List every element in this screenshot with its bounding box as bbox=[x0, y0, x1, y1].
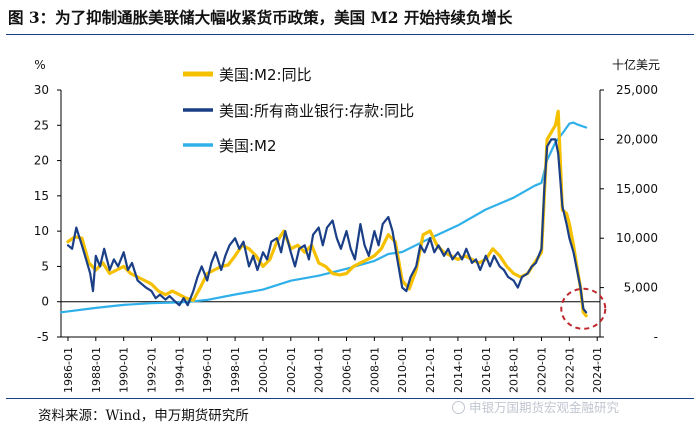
x-tick-label: 2018-01 bbox=[508, 347, 521, 393]
x-tick-label: 1988-01 bbox=[90, 347, 103, 393]
series-line bbox=[66, 138, 588, 314]
left-tick-label: 0 bbox=[41, 295, 49, 309]
right-tick-label: 20,000 bbox=[616, 132, 658, 146]
x-tick-label: 2016-01 bbox=[480, 347, 493, 393]
x-tick-label: 2020-01 bbox=[536, 347, 549, 393]
legend-label: 美国:M2 bbox=[219, 137, 277, 155]
figure-title: 图 3：为了抑制通胀美联储大幅收紧货币政策，美国 M2 开始持续负增长 bbox=[8, 8, 513, 27]
left-tick-label: 15 bbox=[34, 189, 49, 203]
watermark-text: 申银万国期货宏观金融研究 bbox=[469, 400, 620, 415]
x-tick-label: 2004-01 bbox=[313, 347, 326, 393]
x-tick-label: 2008-01 bbox=[368, 347, 381, 393]
x-tick-label: 2012-01 bbox=[424, 347, 437, 393]
legend-label: 美国:M2:同比 bbox=[219, 66, 312, 84]
right-tick-label: - bbox=[654, 330, 658, 344]
axes-layer: -5 0 5 10 15 20 25 30% - 5,000 10,000 15,000 20,000 2… bbox=[34, 57, 660, 393]
x-tick-label: 2006-01 bbox=[341, 347, 354, 393]
series-line bbox=[59, 121, 588, 314]
left-tick-label: -5 bbox=[37, 330, 49, 344]
x-tick-label: 1994-01 bbox=[173, 347, 186, 393]
left-tick-label: 25 bbox=[34, 118, 49, 132]
x-tick-label: 2014-01 bbox=[452, 347, 465, 393]
x-tick-label: 2024-01 bbox=[591, 347, 604, 393]
legend-label: 美国:所有商业银行:存款:同比 bbox=[219, 102, 414, 120]
left-tick-label: 20 bbox=[34, 154, 49, 168]
series-layer bbox=[59, 109, 588, 318]
highlight-layer bbox=[560, 287, 607, 330]
chart: -5 0 5 10 15 20 25 30% - 5,000 10,000 15,000 20,000 2… bbox=[34, 57, 660, 393]
x-tick-label: 2000-01 bbox=[257, 347, 270, 393]
left-axis-unit: % bbox=[34, 58, 45, 72]
x-tick-label: 1992-01 bbox=[146, 347, 159, 393]
left-tick-label: 10 bbox=[34, 224, 49, 238]
x-tick-label: 2022-01 bbox=[563, 347, 576, 393]
left-tick-label: 5 bbox=[41, 259, 49, 273]
x-tick-label: 1998-01 bbox=[229, 347, 242, 393]
x-tick-label: 1996-01 bbox=[201, 347, 214, 393]
x-tick-label: 1986-01 bbox=[62, 347, 75, 393]
footer-divider bbox=[6, 398, 694, 399]
x-tick-label: 1990-01 bbox=[118, 347, 131, 393]
wechat-icon bbox=[452, 401, 465, 414]
highlight-circle bbox=[560, 287, 607, 330]
right-axis-unit: 十亿美元 bbox=[612, 57, 660, 72]
x-tick-label: 2002-01 bbox=[285, 347, 298, 393]
watermark: 申银万国期货宏观金融研究 bbox=[452, 397, 619, 416]
title-divider bbox=[6, 34, 694, 35]
series-line bbox=[66, 109, 588, 318]
source-note: 资料来源：Wind，申万期货研究所 bbox=[38, 408, 249, 424]
right-tick-label: 10,000 bbox=[616, 231, 658, 245]
right-tick-label: 15,000 bbox=[616, 182, 658, 196]
right-tick-label: 25,000 bbox=[616, 83, 658, 97]
left-tick-label: 30 bbox=[34, 83, 49, 97]
right-tick-label: 5,000 bbox=[624, 281, 658, 295]
x-tick-label: 2010-01 bbox=[396, 347, 409, 393]
